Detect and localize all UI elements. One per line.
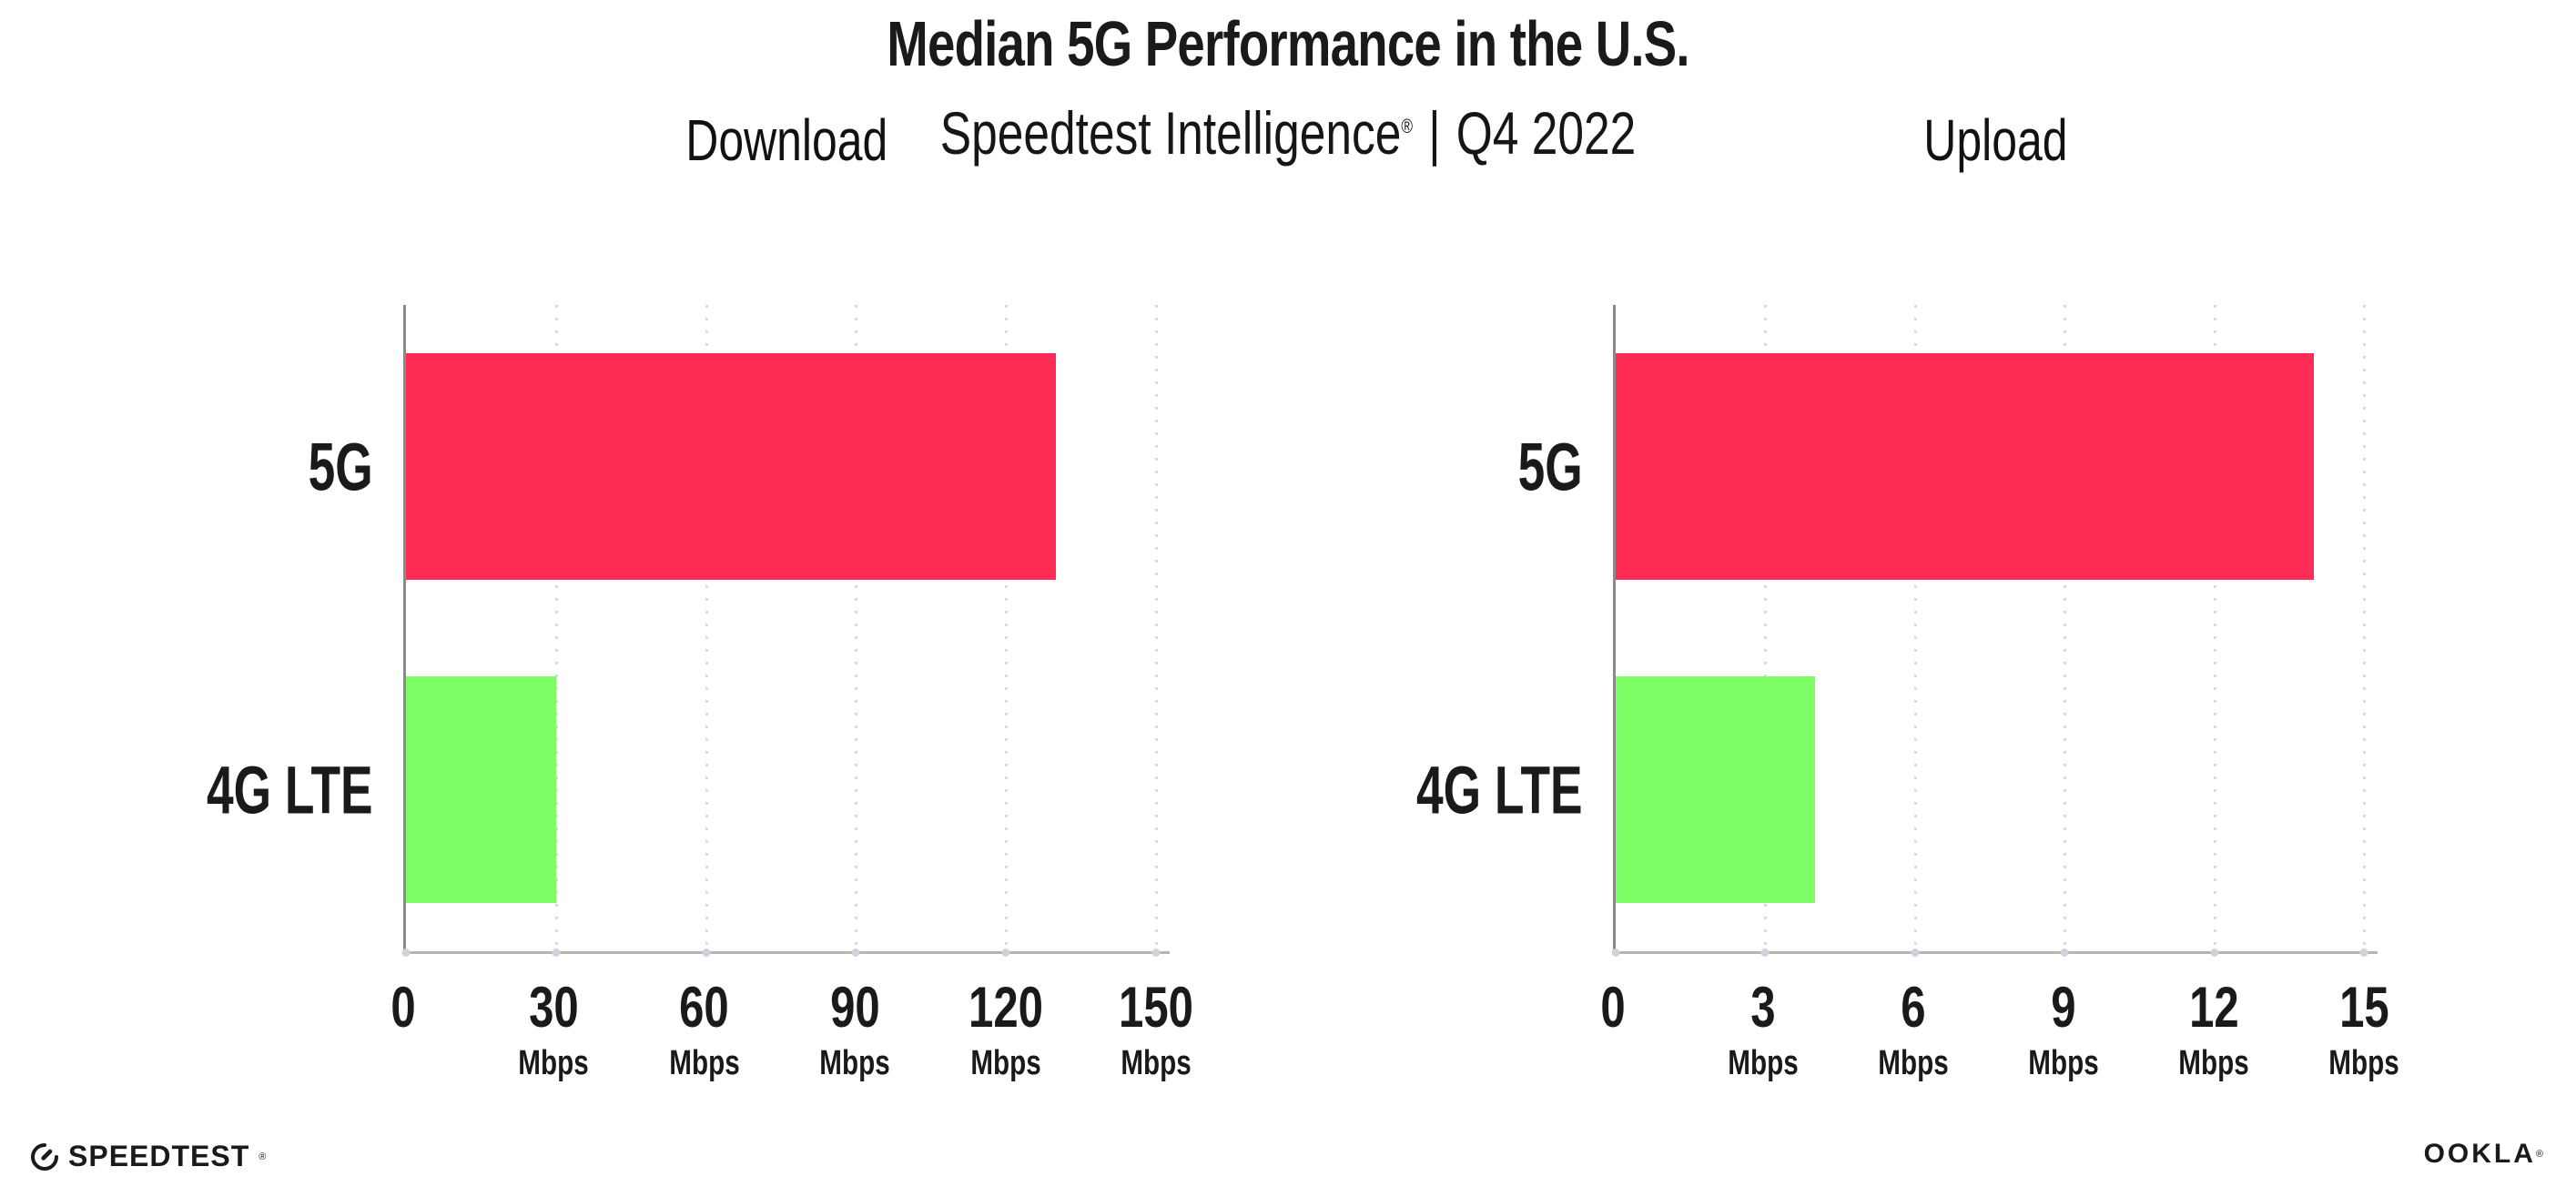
tick-value: 9 — [2051, 976, 2076, 1040]
tick-label-3: 3 Mbps — [1718, 976, 1808, 1082]
tick-label-15: 15 Mbps — [2318, 976, 2409, 1082]
tick-unit: Mbps — [2178, 1044, 2249, 1082]
tick-label-120: 120 Mbps — [958, 976, 1053, 1082]
tick-value: 6 — [1901, 976, 1926, 1040]
tick-unit: Mbps — [819, 1044, 890, 1082]
tick-mark-12 — [2210, 948, 2219, 957]
upload-plot-area: 5G 4G LTE — [1416, 305, 2378, 957]
category-label-4g-lte: 4G LTE — [207, 752, 373, 827]
gridline-30 — [554, 305, 558, 951]
gridline-60 — [705, 305, 708, 951]
tick-label-90: 90 Mbps — [810, 976, 900, 1082]
gridline-120 — [1005, 305, 1009, 951]
bar-5g — [406, 353, 1057, 580]
gridline-9 — [2064, 305, 2067, 951]
speedometer-gauge-icon — [31, 1142, 59, 1171]
tick-value: 3 — [1750, 976, 1776, 1040]
category-label-5g: 5G — [308, 429, 373, 504]
tick-value: 120 — [968, 976, 1043, 1040]
tick-unit: Mbps — [2328, 1044, 2399, 1082]
tick-value: 60 — [679, 976, 730, 1040]
tick-value: 30 — [529, 976, 579, 1040]
download-chart-title: Download — [685, 107, 888, 173]
tick-mark-90 — [851, 948, 860, 957]
tick-mark-60 — [702, 948, 711, 957]
subtitle-separator: | — [1428, 99, 1441, 167]
page-subtitle: Speedtest Intelligence® | Q4 2022 — [0, 98, 2576, 167]
bar-4g-lte — [406, 676, 556, 903]
tick-mark-120 — [1001, 948, 1010, 957]
category-label-4g-lte: 4G LTE — [1416, 752, 1583, 827]
subtitle-period: Q4 2022 — [1455, 99, 1637, 167]
upload-chart: Upload 5G 4G LTE 0 3 Mbps 6 Mbps 9 Mbps 12 Mbps 15… — [1416, 107, 2399, 1080]
tick-mark-30 — [552, 948, 561, 957]
tick-value: 15 — [2338, 976, 2389, 1040]
tick-unit: Mbps — [1728, 1044, 1799, 1082]
tick-mark-0 — [1611, 948, 1620, 957]
tick-label-9: 9 Mbps — [2018, 976, 2108, 1082]
tick-mark-9 — [2060, 948, 2069, 957]
gridline-3 — [1764, 305, 1768, 951]
tick-unit: Mbps — [2028, 1044, 2099, 1082]
bar-4g-lte — [1616, 676, 1816, 903]
tick-unit: Mbps — [969, 1044, 1041, 1082]
tick-label-150: 150 Mbps — [1108, 976, 1203, 1082]
registered-trademark-icon: ® — [1401, 115, 1414, 137]
tick-label-60: 60 Mbps — [659, 976, 749, 1082]
subtitle-brand: Speedtest Intelligence — [939, 99, 1402, 167]
gridline-6 — [1913, 305, 1917, 951]
tick-unit: Mbps — [518, 1044, 590, 1082]
tick-label-6: 6 Mbps — [1868, 976, 1958, 1082]
tick-mark-6 — [1911, 948, 1920, 957]
tick-mark-0 — [401, 948, 411, 957]
tick-value: 12 — [2188, 976, 2239, 1040]
speedtest-logo: SPEEDTEST ® — [30, 1140, 266, 1173]
tick-mark-15 — [2359, 948, 2368, 957]
download-x-axis: 0 30 Mbps 60 Mbps 90 Mbps 120 Mbps 150 Mbps — [390, 976, 1193, 1125]
tick-label-12: 12 Mbps — [2168, 976, 2258, 1082]
tick-value: 150 — [1119, 976, 1193, 1040]
ookla-logo: OOKLA ® — [2423, 1139, 2543, 1169]
tick-mark-3 — [1760, 948, 1770, 957]
upload-chart-title: Upload — [1922, 107, 2068, 173]
tick-value: 90 — [829, 976, 880, 1040]
gridline-12 — [2213, 305, 2216, 951]
gridline-150 — [1155, 305, 1159, 951]
bar-5g — [1616, 353, 2315, 580]
download-chart: Download 5G 4G LTE 0 30 Mbps 60 Mbps 90 Mbps 120… — [207, 107, 1193, 1080]
tick-unit: Mbps — [1878, 1044, 1949, 1082]
upload-x-axis: 0 3 Mbps 6 Mbps 9 Mbps 12 Mbps 15 Mbps — [1600, 976, 2399, 1125]
tick-value: 0 — [1600, 976, 1626, 1040]
tick-label-0: 0 — [1597, 979, 1628, 1037]
tick-unit: Mbps — [669, 1044, 740, 1082]
ookla-wordmark: OOKLA — [2423, 1139, 2536, 1169]
page-title-text: Median 5G Performance in the U.S. — [887, 8, 1689, 79]
tick-unit: Mbps — [1121, 1044, 1192, 1082]
gridline-15 — [2363, 305, 2367, 951]
tick-value: 0 — [390, 976, 416, 1040]
tick-label-0: 0 — [387, 979, 419, 1037]
speedtest-wordmark: SPEEDTEST — [68, 1140, 250, 1172]
gridline-90 — [855, 305, 858, 951]
page-title: Median 5G Performance in the U.S. — [0, 7, 2576, 80]
download-plot-area: 5G 4G LTE — [207, 305, 1170, 957]
category-label-5g: 5G — [1517, 429, 1583, 504]
tick-label-30: 30 Mbps — [509, 976, 599, 1082]
tick-mark-150 — [1151, 948, 1161, 957]
